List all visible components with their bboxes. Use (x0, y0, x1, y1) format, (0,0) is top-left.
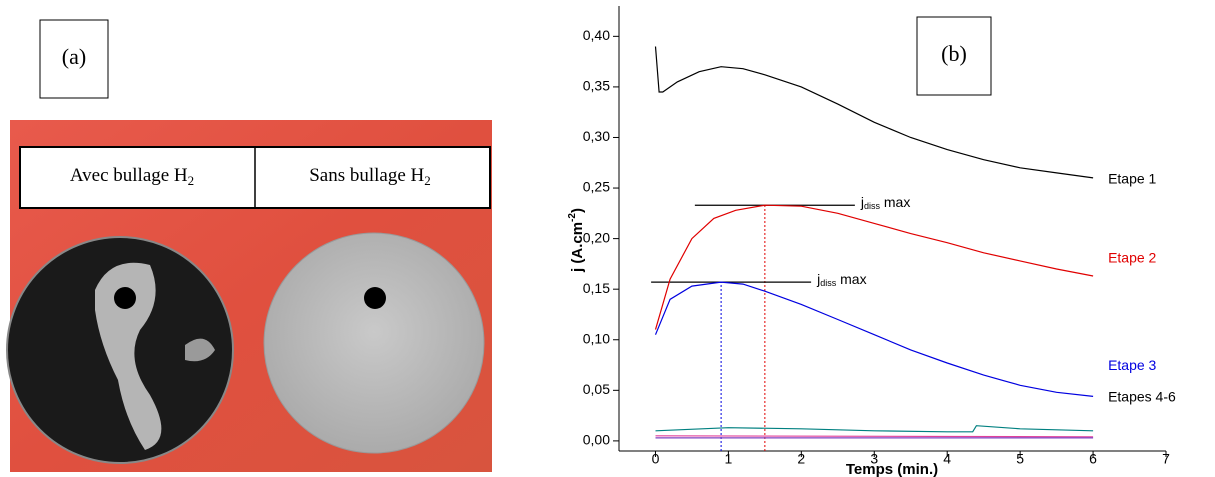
y-tick-label: 0,05 (583, 381, 610, 397)
x-tick-label: 5 (1016, 451, 1024, 467)
series-label: Etape 1 (1108, 171, 1156, 187)
hole (114, 287, 136, 309)
jmax-text: j (816, 271, 820, 287)
x-tick-label: 2 (797, 451, 805, 467)
x-tick-label: 0 (652, 451, 660, 467)
y-tick-label: 0,30 (583, 128, 610, 144)
jmax-end: max (836, 271, 866, 287)
x-axis-title: Temps (min.) (846, 461, 938, 477)
plot: 0,00 0,05 0,10 0,15 0,20 0,25 0,30 0,35 0,40 0 1 2 3… (583, 6, 1176, 467)
jmax-text: j (860, 194, 864, 210)
panel-label: (b) (941, 41, 967, 66)
hole (364, 287, 386, 309)
disc-right (263, 232, 485, 454)
x-tick-label: 4 (943, 451, 951, 467)
x-tick-label: 7 (1162, 451, 1170, 467)
panel-label: (a) (62, 44, 86, 69)
table-cell: Avec bullage H2 (70, 165, 194, 188)
x-tick-label: 3 (870, 451, 878, 467)
y-tick-label: 0,25 (583, 179, 610, 195)
cell-text: Avec bullage H (70, 165, 188, 186)
y-title-text: j (A.cm (569, 222, 586, 273)
y-title-sup: -2 (567, 213, 578, 222)
gray-patch (185, 338, 215, 362)
x-tick-label: 1 (725, 451, 733, 467)
series-label: Etape 2 (1108, 250, 1156, 266)
x-tick-label: 6 (1089, 451, 1097, 467)
label-box (39, 19, 109, 99)
jmax-sub: diss (820, 278, 837, 288)
series-label: Etapes 4-6 (1108, 388, 1176, 404)
gray-patch (95, 262, 162, 450)
series-line (654, 204, 1094, 330)
cell-sub: 2 (188, 173, 195, 188)
series-line (655, 425, 1094, 433)
y-tick-label: 0,15 (583, 280, 610, 296)
y-tick-label: 0,40 (583, 27, 610, 43)
series-line (654, 46, 1094, 179)
cell-sub: 2 (424, 173, 431, 188)
cell-text: Sans bullage H (309, 165, 424, 186)
y-axis-title: j (A.cm-2) (567, 208, 586, 273)
y-tick-label: 0,35 (583, 78, 610, 94)
series-line (655, 435, 1094, 438)
y-tick-label: 0,00 (583, 432, 610, 448)
y-tick-label: 0,10 (583, 330, 610, 346)
y-tick-label: 0,20 (583, 229, 610, 245)
y-title-end: ) (569, 208, 586, 213)
jmax-end: max (880, 194, 910, 210)
series-line (654, 281, 1094, 397)
series-label: Etape 3 (1108, 357, 1156, 373)
jmax-sub: diss (864, 202, 881, 212)
label-box (916, 16, 992, 96)
table-cell: Sans bullage H2 (309, 165, 431, 188)
jmax-label: jdiss max (816, 271, 866, 289)
jmax-label: jdiss max (860, 194, 910, 212)
